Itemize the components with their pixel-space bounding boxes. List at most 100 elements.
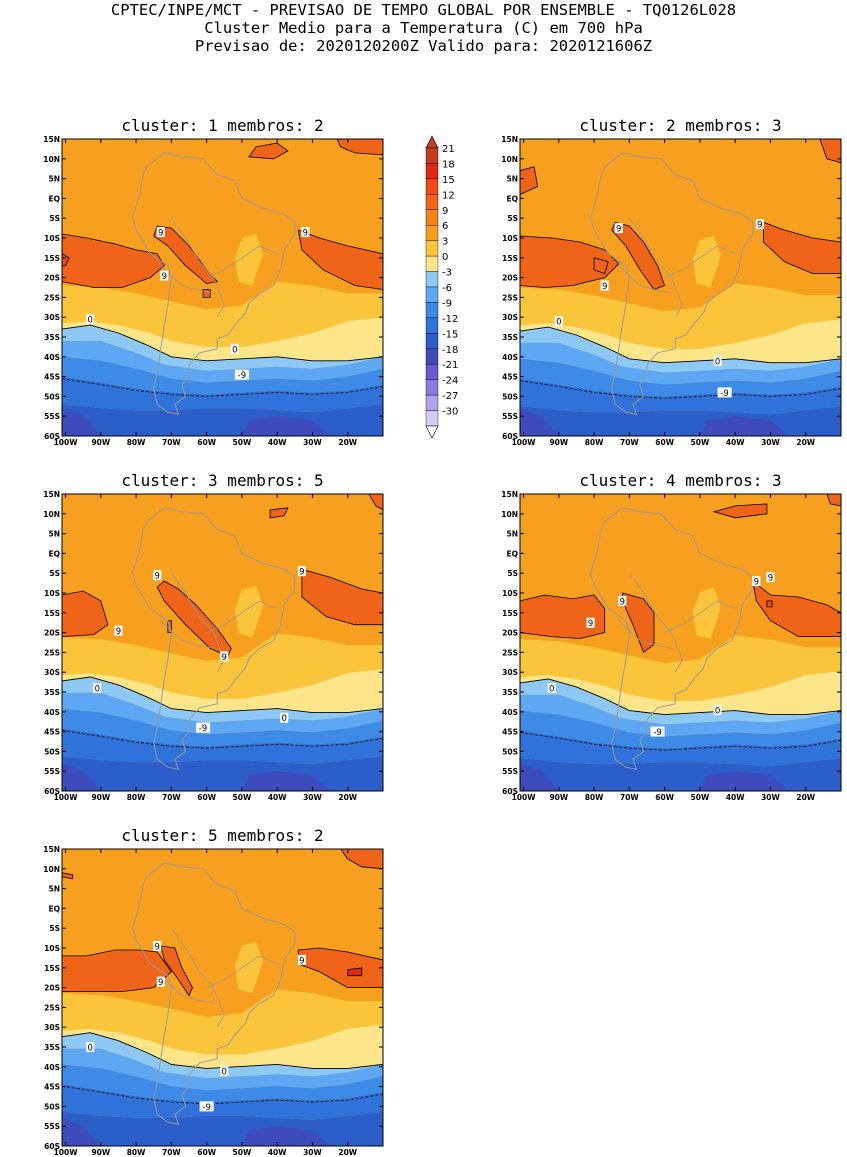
warm-blob-4 xyxy=(336,139,383,156)
x-tick-label: 30W xyxy=(303,1148,322,1157)
y-tick-label: EQ xyxy=(507,194,519,203)
band-m9-m6 xyxy=(62,708,383,747)
y-tick-label: 40S xyxy=(502,353,518,362)
warm-blob-5 xyxy=(766,600,773,608)
panel-title: cluster: 4 membros: 3 xyxy=(579,471,781,490)
contour-label: 9 xyxy=(303,229,308,239)
y-tick-label: 45S xyxy=(502,373,518,382)
contour-label: -9 xyxy=(720,389,728,399)
colorbar-label: -21 xyxy=(442,360,458,371)
x-tick-label: 40W xyxy=(268,438,287,447)
contour-label: 9 xyxy=(155,572,160,582)
contour-label: 9 xyxy=(299,568,304,578)
contour-label-bg xyxy=(86,1042,95,1052)
y-tick-label: 5N xyxy=(507,530,519,539)
band-m18-m15-east xyxy=(241,771,331,791)
y-tick-label: EQ xyxy=(49,904,61,913)
contour-label-bg xyxy=(713,355,722,366)
contour-label: 9 xyxy=(588,619,593,629)
colorbar-label: 15 xyxy=(442,175,455,186)
contour-label-bg xyxy=(199,1101,214,1112)
x-tick-label: 20W xyxy=(796,438,815,447)
warm-blob-5 xyxy=(347,967,363,977)
warm-blob-4 xyxy=(826,494,841,507)
contour-0 xyxy=(62,324,383,362)
y-tick-label: EQ xyxy=(507,549,519,558)
contour-label-bg xyxy=(196,722,211,733)
y-tick-label: 15N xyxy=(43,845,60,854)
band-0-3 xyxy=(62,1024,383,1069)
band-m12-m9 xyxy=(62,728,383,765)
colorbar-swatch xyxy=(425,240,439,257)
band-m6-m3 xyxy=(520,694,841,737)
colorbar-swatch xyxy=(425,348,439,365)
field-layer xyxy=(62,849,383,1146)
x-tick-label: 90W xyxy=(91,1148,110,1157)
colorbar-label: -24 xyxy=(442,376,458,387)
y-tick-label: 20S xyxy=(44,984,60,993)
x-tick-label: 60W xyxy=(197,438,216,447)
y-tick-label: 40S xyxy=(44,353,60,362)
y-tick-label: 25S xyxy=(502,648,518,657)
border-line xyxy=(629,217,683,318)
contour-label-bg xyxy=(586,617,595,628)
y-tick-label: 15S xyxy=(44,964,60,973)
x-tick-label: 30W xyxy=(303,793,322,802)
contour-label: 0 xyxy=(715,706,720,716)
patch-3-6 xyxy=(234,234,264,286)
contour-label: 0 xyxy=(282,714,287,724)
warm-blob-3 xyxy=(269,507,289,519)
y-tick-label: 50S xyxy=(502,747,518,756)
y-tick-label: 45S xyxy=(44,1083,60,1092)
band-0-3 xyxy=(62,317,383,361)
contour-label: -9 xyxy=(653,728,661,738)
contour-label: 9 xyxy=(116,627,121,637)
contour-m9 xyxy=(62,378,383,397)
x-tick-label: 80W xyxy=(585,438,604,447)
y-tick-label: 35S xyxy=(44,1043,60,1052)
y-tick-label: 40S xyxy=(44,1063,60,1072)
band-0-3 xyxy=(520,319,841,363)
coastline xyxy=(131,862,296,1125)
contour-label: 9 xyxy=(222,653,227,663)
colorbar-swatch xyxy=(425,209,439,226)
band-m18-m15-east xyxy=(241,1126,331,1146)
band-m3-0 xyxy=(62,677,383,723)
colorbar-swatch xyxy=(425,394,439,411)
contour-label: 0 xyxy=(556,318,561,328)
x-tick-label: 90W xyxy=(91,793,110,802)
y-tick-label: 40S xyxy=(502,708,518,717)
contour-label-bg xyxy=(156,227,165,238)
y-tick-label: 10N xyxy=(43,865,60,874)
x-tick-label: 30W xyxy=(761,438,780,447)
band-3-6 xyxy=(62,633,383,699)
panel-title: cluster: 3 membros: 5 xyxy=(121,471,323,490)
contour-label: 9 xyxy=(158,229,163,239)
contour-m9 xyxy=(62,730,383,749)
colorbar-swatch xyxy=(425,271,439,288)
y-tick-label: 60S xyxy=(502,787,518,796)
warm-blob-1 xyxy=(611,221,666,290)
y-tick-label: 25S xyxy=(44,648,60,657)
colorbar-swatch xyxy=(425,333,439,349)
band-m18-m15-west xyxy=(520,763,559,791)
y-tick-label: 10S xyxy=(502,234,518,243)
contour-label-bg xyxy=(153,570,162,581)
y-tick-label: 10N xyxy=(43,155,60,164)
y-tick-label: 25S xyxy=(44,293,60,302)
header-line-1: CPTEC/INPE/MCT - PREVISAO DE TEMPO GLOBA… xyxy=(110,1,737,19)
y-tick-label: 20S xyxy=(44,629,60,638)
y-tick-label: 5S xyxy=(49,924,60,933)
y-tick-label: 40S xyxy=(44,708,60,717)
colorbar-label: 3 xyxy=(442,237,448,248)
header-line-3: Previsao de: 2020120200Z Valido para: 20… xyxy=(194,37,653,55)
y-tick-label: 10S xyxy=(44,944,60,953)
y-tick-label: 5S xyxy=(507,214,518,223)
x-tick-label: 40W xyxy=(726,438,745,447)
band-m18-m15-west xyxy=(62,763,101,791)
border-line xyxy=(206,245,278,278)
y-tick-label: 45S xyxy=(44,728,60,737)
contour-label-bg xyxy=(230,343,239,354)
y-tick-label: EQ xyxy=(49,549,61,558)
